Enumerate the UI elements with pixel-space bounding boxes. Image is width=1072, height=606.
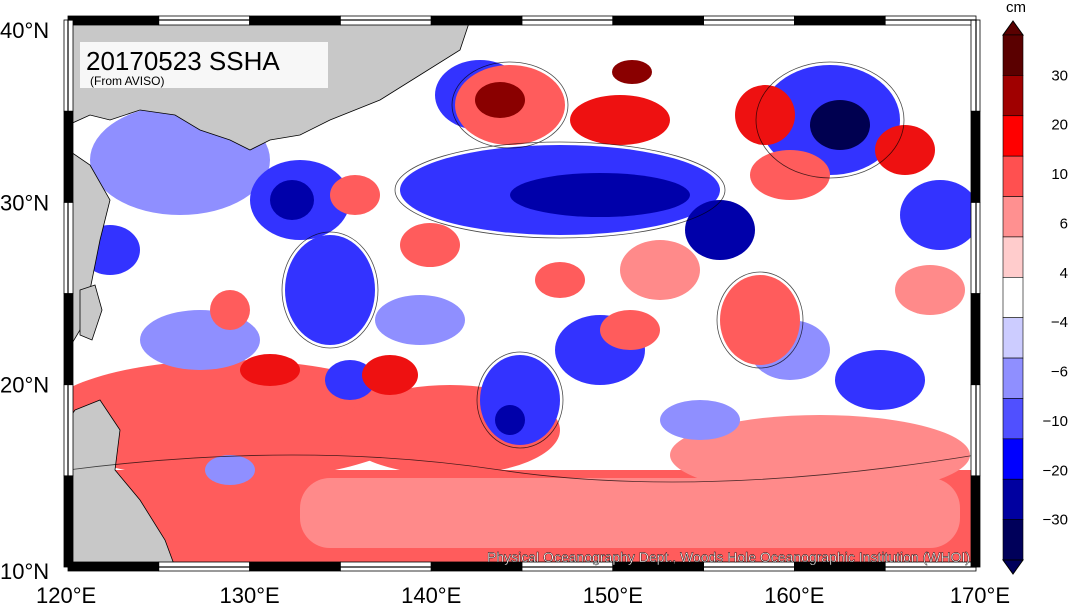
colorbar-max-arrow (1002, 20, 1024, 36)
positive-eddy (330, 175, 380, 215)
colorbar-swatch (1002, 236, 1024, 278)
lat-tick-label: 10°N (0, 559, 49, 584)
colorbar-swatch (1002, 478, 1024, 520)
positive-anomaly-band-east (670, 415, 970, 495)
negative-eddy (285, 235, 375, 345)
negative-eddy (205, 455, 255, 485)
lat-axis-labels: 10°N 20°N 30°N 40°N (0, 18, 49, 584)
map-plot-area (68, 20, 976, 567)
lon-tick-label: 160°E (764, 583, 824, 606)
lon-tick-label: 170°E (950, 583, 1010, 606)
colorbar-swatch (1002, 277, 1024, 318)
colorbar-swatch (1002, 317, 1024, 359)
colorbar-tick-label: 30 (1051, 67, 1068, 84)
lat-tick-label: 30°N (0, 190, 49, 215)
title-box (80, 42, 328, 88)
colorbar-swatch (1002, 438, 1024, 480)
colorbar-tick-label: 6 (1060, 215, 1068, 232)
negative-eddy (510, 173, 690, 217)
positive-eddy (612, 60, 652, 84)
positive-eddy (620, 240, 700, 300)
map-title: 20170523 SSHA (86, 46, 280, 76)
positive-eddy (600, 310, 660, 350)
colorbar-tick-label: 10 (1051, 166, 1068, 183)
plot-border (67, 19, 977, 568)
colorbar-tick-label: 4 (1060, 265, 1068, 282)
map-subtitle: (From AVISO) (90, 74, 164, 88)
colorbar-tick-label: −4 (1051, 314, 1068, 331)
credit-text: Physical Oceanography Dept., Woods Hole … (487, 549, 970, 565)
contour-lines (68, 61, 976, 483)
negative-eddy (375, 295, 465, 345)
positive-eddy (750, 150, 830, 200)
lon-tick-label: 150°E (583, 583, 643, 606)
colorbar-swatch (1002, 115, 1024, 157)
positive-anomaly-band-south-core (300, 478, 960, 548)
positive-eddy (362, 355, 418, 395)
positive-eddy (240, 354, 300, 386)
colorbar-swatch (1002, 398, 1024, 440)
land-philippines (68, 399, 176, 567)
lat-tick-label: 40°N (0, 18, 49, 43)
negative-eddy (495, 405, 525, 435)
positive-eddy (720, 275, 800, 365)
land-taiwan (79, 284, 103, 341)
colorbar-swatch (1002, 34, 1024, 76)
colorbar-swatch (1002, 196, 1024, 238)
colorbar-swatch (1002, 75, 1024, 117)
lon-axis-labels: 120°E 130°E 140°E 150°E 160°E 170°E (36, 583, 1010, 606)
negative-eddy (480, 355, 560, 445)
positive-eddy (735, 85, 795, 145)
colorbar-units: cm (1006, 0, 1026, 16)
negative-eddy (900, 180, 976, 250)
colorbar-min-arrow (1002, 559, 1024, 575)
colorbar-tick-label: −6 (1051, 364, 1068, 381)
negative-eddy (685, 200, 755, 260)
colorbar-tick-label: −20 (1043, 462, 1068, 479)
colorbar-tick-label: 20 (1051, 117, 1068, 134)
positive-eddy (475, 82, 525, 118)
positive-eddy (210, 290, 250, 330)
lon-tick-label: 120°E (36, 583, 96, 606)
lon-tick-label: 140°E (401, 583, 461, 606)
colorbar: 30 20 10 6 4 −4 −6 −10 −20 −30 (1002, 20, 1068, 575)
colorbar-swatch (1002, 519, 1024, 561)
negative-eddy (325, 360, 375, 400)
negative-eddy (835, 350, 925, 410)
lon-tick-label: 130°E (220, 583, 280, 606)
positive-eddy (895, 265, 965, 315)
negative-eddy (270, 180, 314, 220)
positive-eddy (570, 95, 670, 145)
colorbar-tick-label: −30 (1043, 512, 1068, 529)
map-frame (63, 15, 981, 572)
negative-eddy (810, 100, 870, 150)
positive-eddy (400, 223, 460, 267)
colorbar-tick-label: −10 (1043, 413, 1068, 430)
lat-tick-label: 20°N (0, 373, 49, 398)
colorbar-swatch (1002, 357, 1024, 399)
colorbar-swatch (1002, 155, 1024, 197)
positive-eddy (535, 262, 585, 298)
positive-eddy (875, 125, 935, 175)
negative-eddy (660, 400, 740, 440)
